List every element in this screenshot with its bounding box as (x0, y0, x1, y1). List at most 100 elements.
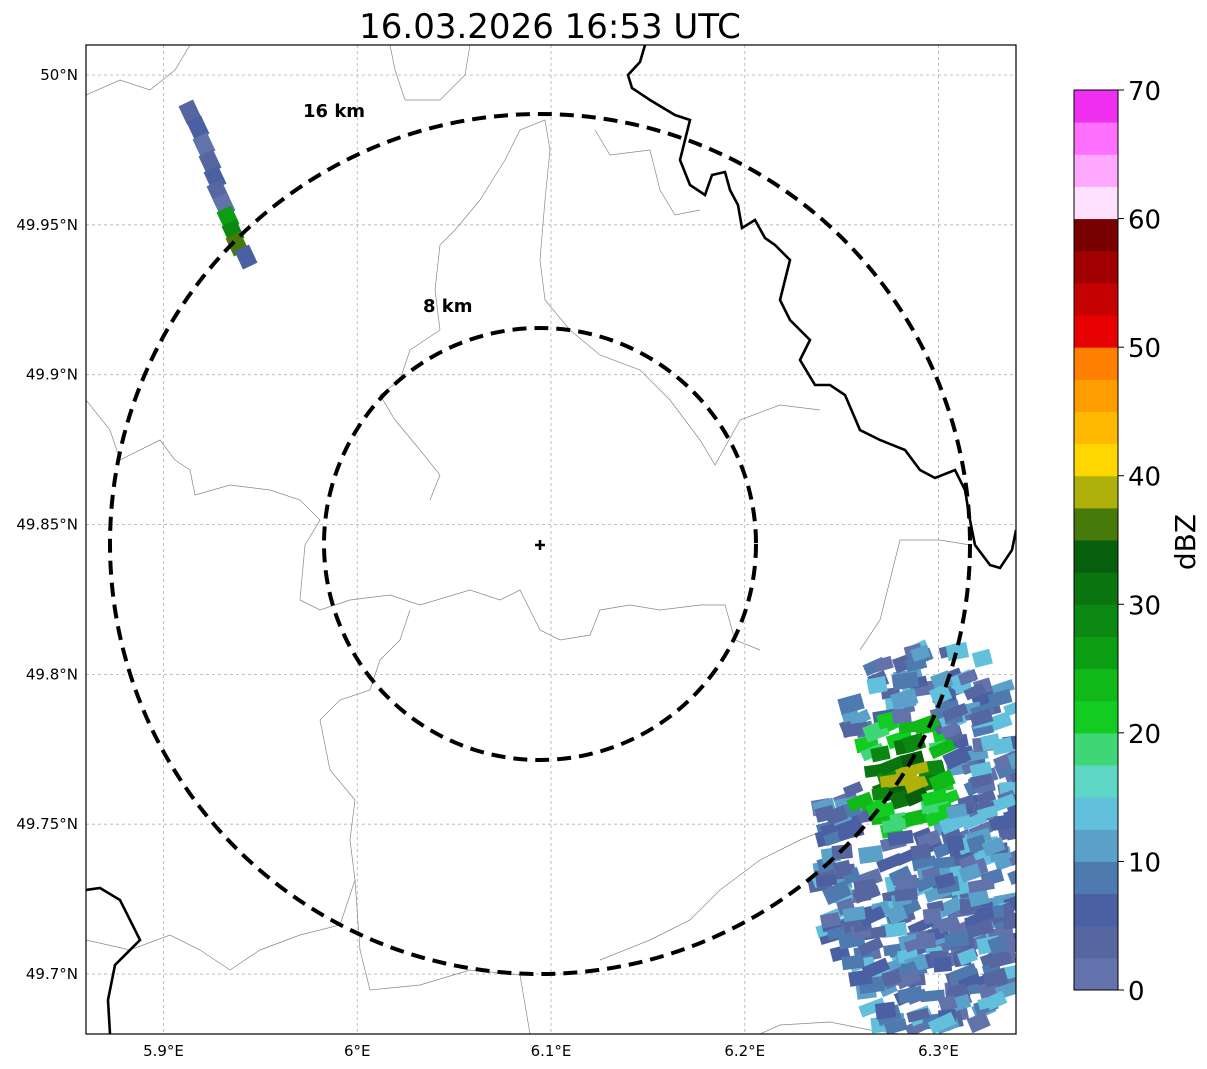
echo-cell (927, 1011, 957, 1034)
echo-cell (984, 990, 1008, 1011)
border-thin-central (379, 119, 546, 501)
range-ring-16km (108, 112, 972, 976)
echo-cell (888, 865, 913, 887)
echo-cell (966, 1011, 991, 1034)
lat-tick-label: 49.75°N (16, 815, 78, 833)
echo-cell (891, 671, 920, 691)
lat-tick-label: 49.7°N (26, 965, 78, 983)
echo-cell (969, 708, 994, 727)
colorbar-label: dBZ (1169, 514, 1202, 570)
echo-cell (910, 644, 931, 662)
border-national-southwest (86, 886, 142, 1034)
colorbar-tick-label: 70 (1128, 77, 1161, 107)
colorbar-tick-label: 60 (1128, 206, 1161, 236)
colorbar-segment (1074, 443, 1118, 477)
echo-cell (991, 736, 1014, 756)
lon-tick-label: 6°E (344, 1042, 371, 1060)
echo-cell (1003, 699, 1016, 717)
echo-cell (857, 844, 884, 865)
colorbar-segment (1074, 540, 1118, 573)
range-ring-8km (322, 326, 758, 762)
echo-cell (866, 675, 888, 695)
colorbar-segment (1074, 315, 1118, 348)
national-borders (86, 45, 1016, 1034)
echo-cell (932, 956, 953, 973)
echo-cell (874, 1001, 897, 1020)
colorbar-segment (1074, 347, 1118, 380)
echo-cell (822, 880, 852, 906)
echo-cell (881, 817, 907, 833)
echo-cell (987, 934, 1010, 955)
echo-cell (824, 805, 848, 826)
echo-cell (919, 989, 946, 1003)
colorbar-segment (1074, 893, 1118, 927)
echo-cell (878, 755, 907, 776)
echo-cell (957, 669, 977, 686)
echo-cell (826, 926, 846, 941)
echo-cell (861, 957, 891, 980)
echo-cell (966, 920, 995, 939)
echo-cell (940, 721, 962, 740)
echo-cell (1007, 867, 1016, 886)
echo-cell (943, 931, 970, 949)
echo-cell (906, 1007, 930, 1023)
colorbar-segment (1074, 829, 1118, 862)
colorbar-segment (1074, 668, 1118, 702)
echo-cell (234, 244, 258, 270)
colorbar-tick-label: 0 (1128, 977, 1145, 1007)
echo-cell (945, 641, 970, 662)
echo-cell (976, 805, 999, 821)
colorbar-segment (1074, 282, 1118, 316)
echo-cell (932, 856, 956, 870)
echo-cell (904, 786, 930, 807)
colorbar-segment (1074, 765, 1118, 798)
radar-site-marker (535, 540, 545, 550)
echo-cell (967, 877, 995, 894)
echo-cell (941, 702, 969, 722)
lat-tick-label: 49.85°N (16, 516, 78, 534)
colorbar-segment (1074, 186, 1118, 220)
echo-cell (846, 791, 874, 812)
colorbar-segment (1074, 797, 1118, 830)
range-rings (108, 112, 972, 976)
echo-cell (928, 738, 956, 760)
border-thin-westcenter (86, 399, 761, 651)
echo-cell (832, 859, 853, 878)
echo-cell (966, 834, 988, 854)
echo-cell (885, 903, 909, 926)
echo-cell (988, 813, 1016, 832)
echo-cell (837, 693, 865, 715)
echo-cell (880, 921, 908, 939)
colorbar-segment (1074, 636, 1118, 670)
colorbar-tick-label: 30 (1128, 591, 1161, 621)
latitude-tick-labels: 50°N 49.95°N 49.9°N 49.85°N 49.8°N 49.75°N 49.… (16, 66, 78, 983)
echo-cell (819, 911, 841, 929)
map-frame (85, 44, 1017, 1035)
colorbar-segment (1074, 411, 1118, 445)
thin-borders (86, 45, 971, 1034)
lon-tick-label: 6.3°E (918, 1042, 959, 1060)
colorbar-segment (1074, 957, 1118, 991)
echo-cell (901, 732, 927, 754)
echo-cell (949, 963, 978, 983)
colorbar: 0 10 20 30 40 50 60 70 (1073, 77, 1161, 1007)
echo-cell (975, 905, 995, 922)
border-thin-north (86, 45, 191, 96)
echo-cell (879, 773, 906, 789)
lon-tick-label: 5.9°E (143, 1042, 184, 1060)
echo-cell (937, 994, 958, 1013)
echo-cell (901, 809, 925, 829)
echo-cell (881, 968, 902, 987)
colorbar-segment (1074, 122, 1118, 155)
echo-cell (963, 682, 987, 701)
lon-tick-label: 6.2°E (724, 1042, 765, 1060)
colorbar-tick-label: 50 (1128, 334, 1161, 364)
colorbar-tick-label: 20 (1128, 720, 1161, 750)
echo-cell (938, 813, 966, 835)
echo-cell (858, 997, 887, 1018)
border-thin-central-east (539, 119, 821, 466)
echo-cell (842, 781, 864, 798)
colorbar-segment (1074, 507, 1118, 541)
echo-cell (942, 745, 972, 770)
